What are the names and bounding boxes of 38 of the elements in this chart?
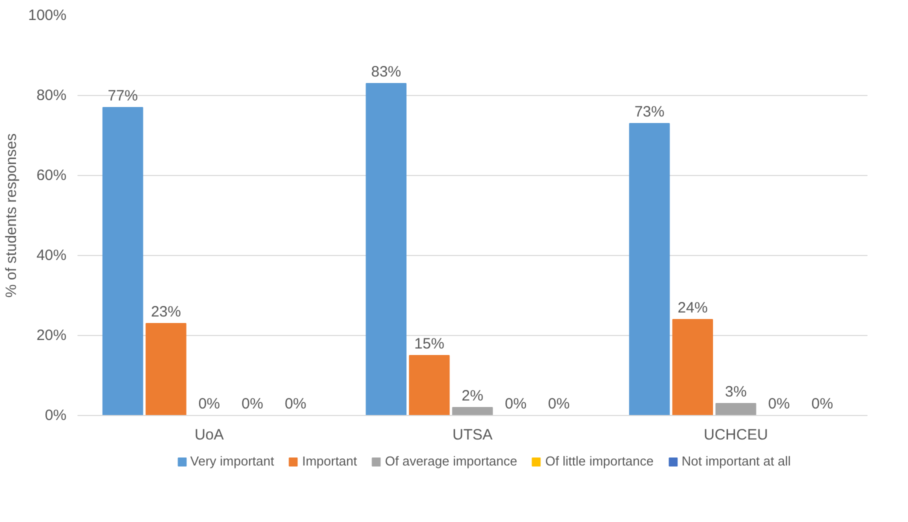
legend-label: Not important at all — [682, 454, 791, 468]
bar — [102, 107, 144, 416]
y-axis-title: % of students responses — [3, 133, 20, 298]
data-label: 15% — [414, 336, 444, 352]
data-label: 0% — [284, 396, 306, 412]
data-label: 0% — [198, 396, 220, 412]
y-tick-label: 40% — [36, 247, 67, 264]
y-tick-label: 20% — [36, 327, 67, 344]
bar — [146, 323, 186, 416]
y-tick-label: 100% — [28, 7, 67, 24]
bar — [672, 319, 714, 416]
y-tick-label: 0% — [44, 407, 67, 424]
bar — [366, 83, 406, 416]
bar — [715, 403, 756, 416]
data-label: 0% — [504, 396, 527, 412]
legend-label: Very important — [190, 454, 274, 468]
data-label: 23% — [150, 304, 181, 320]
data-label: 73% — [634, 104, 664, 120]
legend-label: Of average importance — [385, 454, 518, 468]
data-label: 24% — [678, 300, 708, 316]
data-label: 2% — [462, 388, 484, 404]
data-label: 83% — [371, 64, 402, 80]
x-tick-label: UoA — [194, 426, 224, 444]
legend-label: Important — [302, 454, 358, 468]
bar — [452, 407, 493, 416]
data-label: 3% — [724, 384, 747, 400]
y-tick-label: 80% — [36, 87, 67, 104]
data-label: 77% — [108, 88, 138, 104]
data-label: 0% — [242, 396, 264, 412]
data-label: 0% — [548, 396, 570, 412]
x-tick-label: UTSA — [452, 426, 493, 444]
y-tick-label: 60% — [36, 167, 67, 184]
data-label: 0% — [768, 396, 790, 412]
data-label: 0% — [811, 396, 834, 412]
bar — [629, 123, 670, 416]
x-tick-label: UCHCEU — [704, 426, 768, 444]
legend-label: Of little importance — [545, 454, 654, 468]
bar — [408, 355, 450, 416]
